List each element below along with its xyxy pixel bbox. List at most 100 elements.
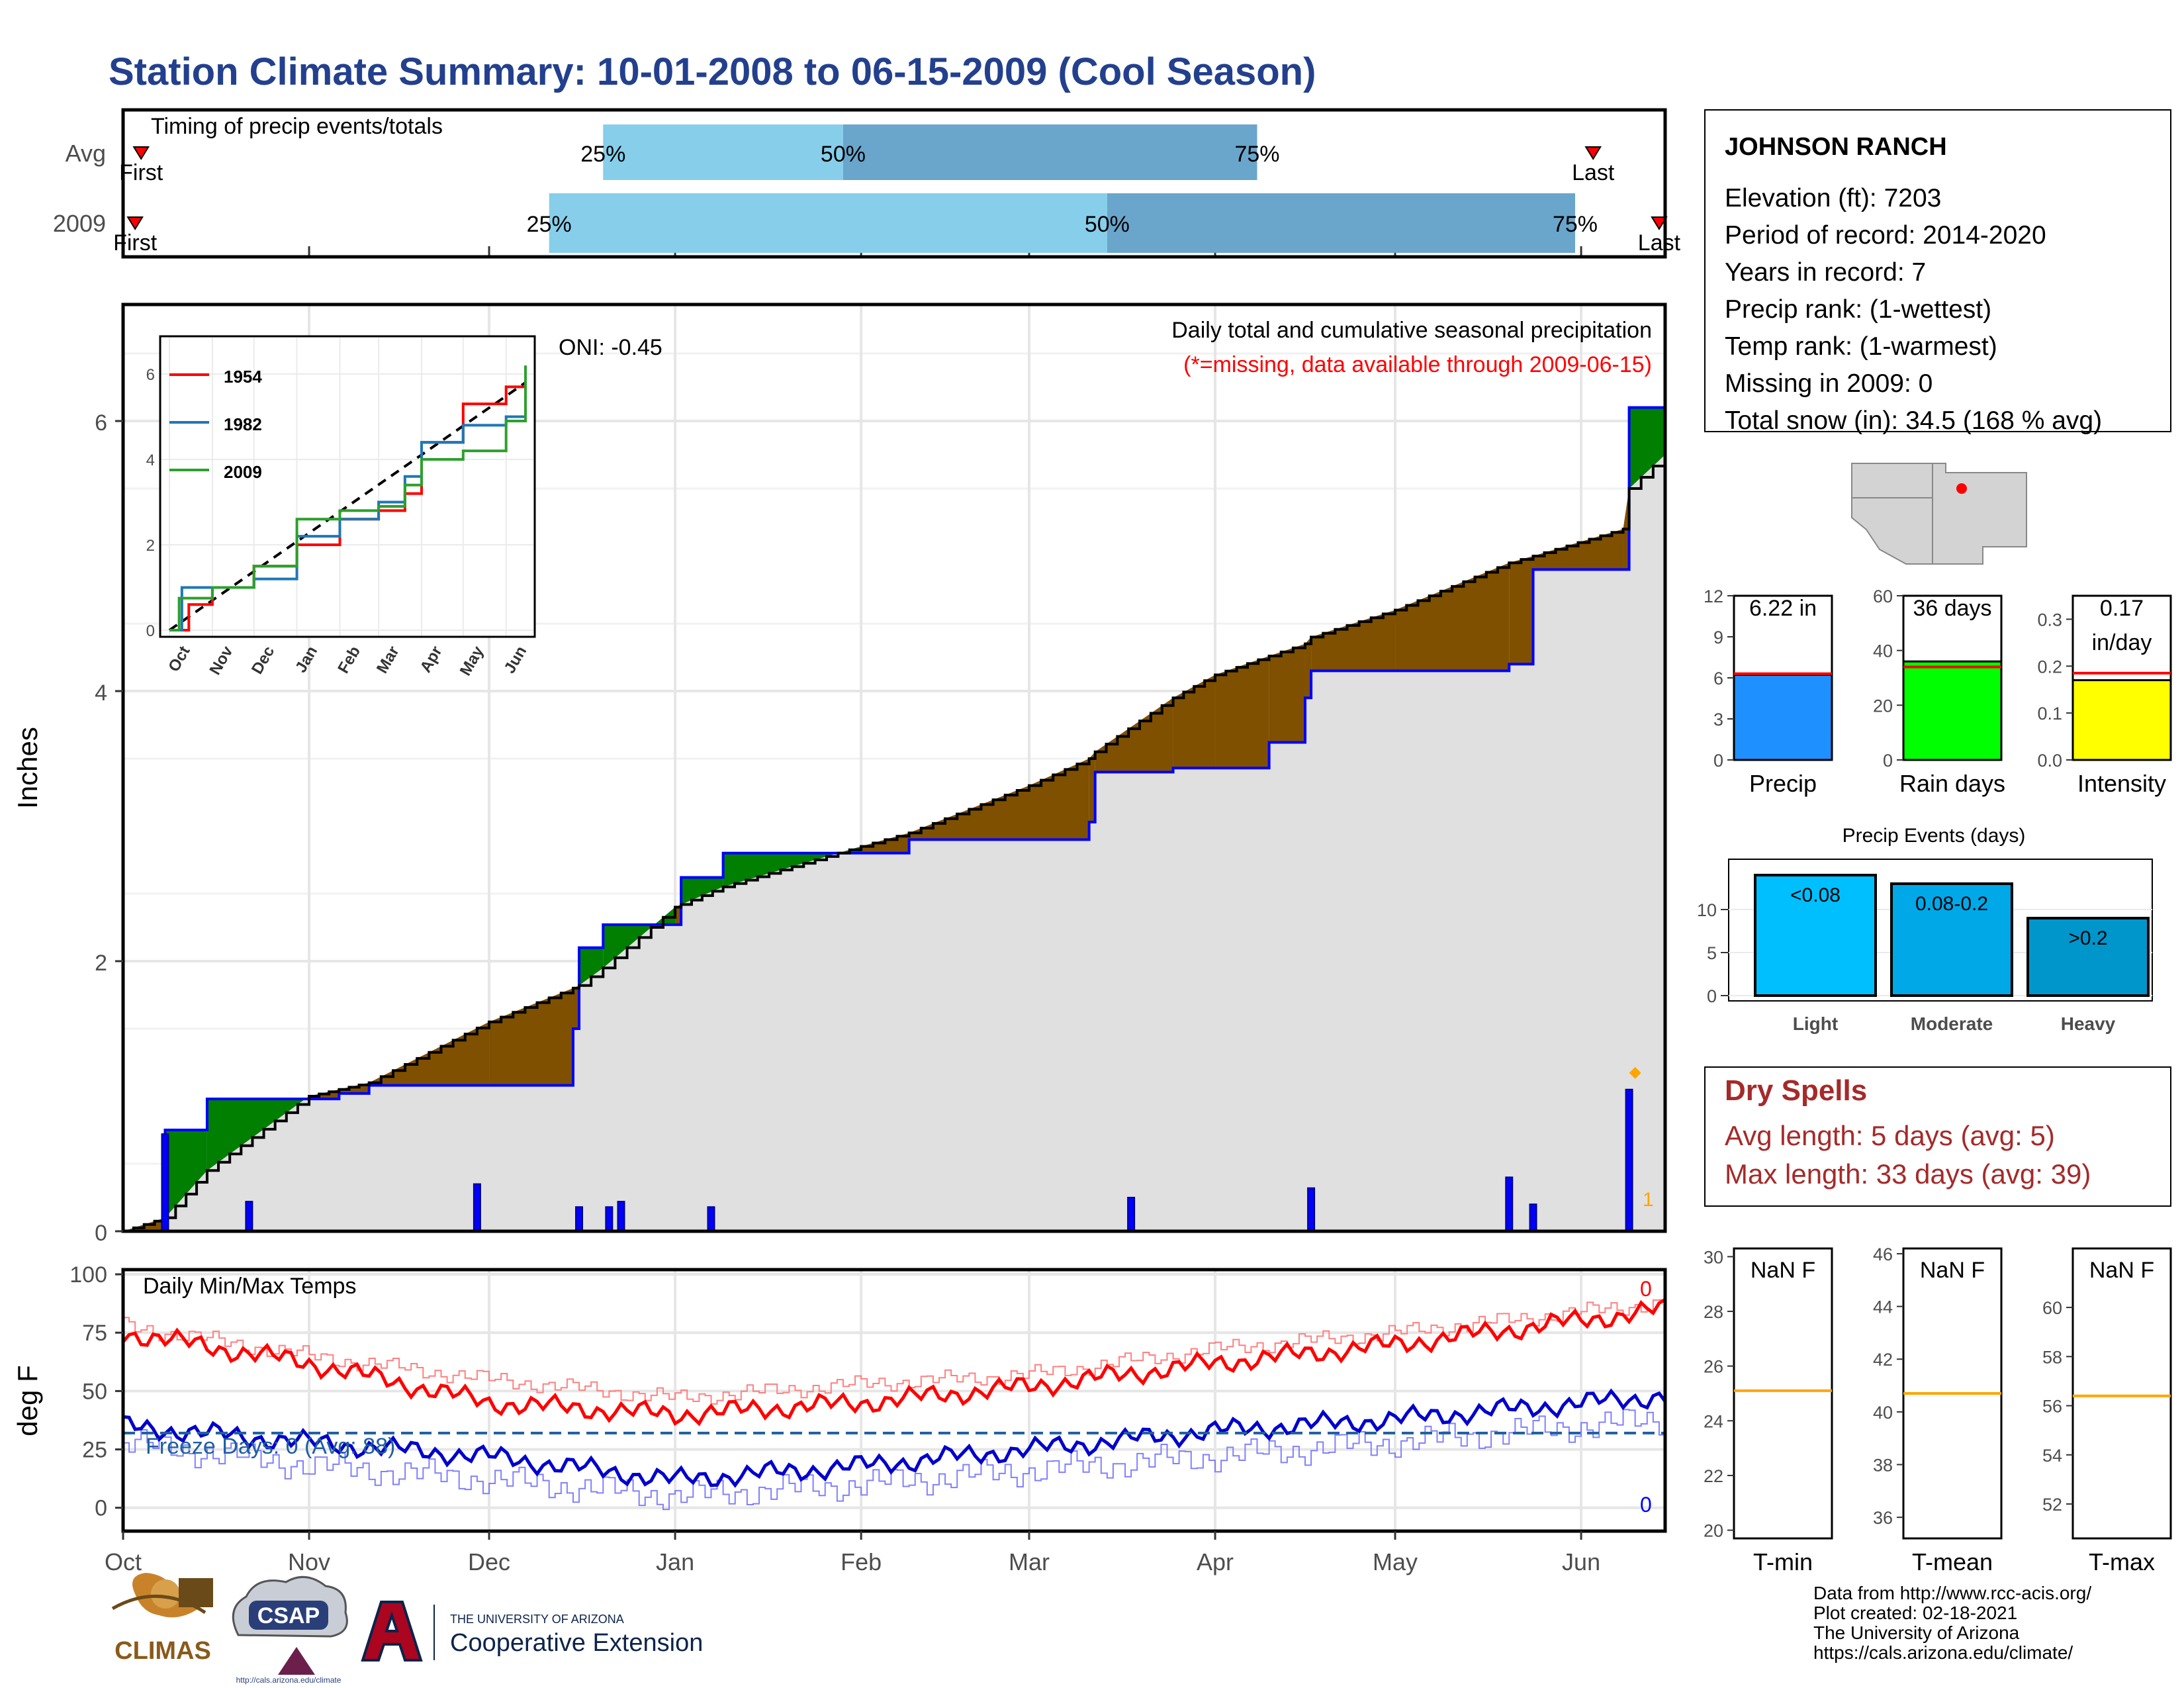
daily-precip-bar-11 (1625, 1088, 1633, 1231)
events-category-label: Light (1793, 1013, 1838, 1034)
csap-logo-badge (249, 1601, 328, 1630)
timing-marker-first (126, 216, 144, 230)
temp-box-value: NaN F (1920, 1258, 1985, 1283)
precip-y-tick-label-6: 6 (95, 410, 107, 436)
summary-tick-label: 60 (1873, 586, 1893, 606)
summary-tick-label: 6 (1713, 669, 1723, 688)
summary-tick-label: 3 (1713, 710, 1723, 729)
timing-bar-50-75-1 (1107, 193, 1576, 253)
timing-label-last: Last (1572, 160, 1615, 185)
timing-panel: 25% 50% 75% First Last 25% 50% 75% First Last Tim… (53, 108, 1681, 259)
temp-box-label: T-min (1753, 1548, 1813, 1575)
temp-y-tick-label-50: 50 (82, 1379, 107, 1404)
month-label-Nov: Nov (288, 1548, 330, 1575)
events-bar-label: >0.2 (2068, 927, 2107, 949)
station-temp-rank: Temp rank: (1-warmest) (1725, 332, 1997, 361)
inset-border (159, 335, 536, 638)
summary-tick-label: 0.3 (2037, 610, 2062, 630)
dry-spells-max: Max length: 33 days (avg: 39) (1725, 1158, 2091, 1190)
temp-y-tick-label-75: 75 (82, 1321, 107, 1346)
events-category-label: Heavy (2061, 1013, 2116, 1034)
precip-panel: 0 2 4 6 Inches ONI: -0.45 Daily total and c… (12, 303, 1667, 1246)
summary-tick-label: 0.1 (2037, 704, 2062, 724)
daily-precip-bar-10 (1529, 1203, 1537, 1231)
month-label-Mar: Mar (1009, 1548, 1050, 1575)
timing-bars: 25% 50% 75% First Last 25% 50% 75% First Last (113, 124, 1681, 256)
credit-line-2: Plot created: 02-18-2021 (1813, 1603, 2017, 1623)
ua-logo-big-text: Cooperative Extension (450, 1629, 703, 1657)
summary-bar-precip (1733, 673, 1833, 761)
min-count-label: 0 (1640, 1493, 1652, 1517)
daily-precip-bar-4 (605, 1206, 614, 1231)
timing-panel-label: Timing of precip events/totals (151, 114, 443, 139)
inset-y-label-2: 2 (146, 537, 155, 555)
summary-tick-label: 12 (1704, 586, 1723, 606)
summary-value-label: 36 days (1913, 596, 1991, 621)
dry-spells-avg: Avg length: 5 days (avg: 5) (1725, 1120, 2055, 1151)
legend-label-1982: 1982 (224, 414, 262, 434)
locator-map (1840, 458, 2029, 565)
temp-y-label: deg F (12, 1365, 43, 1436)
inset-line-2009 (169, 365, 527, 632)
dry-spells-frame (1704, 1066, 2171, 1207)
month-label-Oct: Oct (105, 1548, 142, 1575)
precip-y-tick-label-2: 2 (95, 951, 107, 976)
below-average-fill (1305, 637, 1312, 698)
timing-bar-25-50-1 (549, 193, 1107, 253)
station-name: JOHNSON RANCH (1725, 133, 1947, 161)
timing-frame (121, 108, 1667, 259)
temp-y-tick-label-0: 0 (95, 1496, 107, 1521)
csap-logo-url: http://cals.arizona.edu/climate (236, 1675, 341, 1685)
daily-precip-bar-3 (575, 1206, 584, 1231)
inset-grid (160, 336, 535, 637)
temp-box-tick-label: 56 (2042, 1397, 2062, 1417)
month-label-Dec: Dec (468, 1548, 510, 1575)
credit-line-1: Data from http://www.rcc-acis.org/ (1813, 1583, 2091, 1603)
freeze-days-label: Freeze Days: 0 (Avg: 88) (146, 1434, 395, 1459)
timing-marker-last (1584, 146, 1602, 160)
tmax-average-line (123, 1299, 1665, 1405)
events-y-label: 0 (1707, 986, 1717, 1006)
events-bar-heavy (2026, 917, 2150, 997)
legend-label-1954: 1954 (224, 367, 262, 387)
events-bar-light (1754, 874, 1877, 997)
summary-bar-rain-days (1902, 660, 2003, 761)
below-average-fill (675, 904, 682, 925)
above-average-fill (1629, 407, 1665, 489)
station-years: Years in record: 7 (1725, 258, 1926, 287)
inset-legend: 1954 1982 2009 (169, 367, 262, 482)
summary-tick-label: 0 (1713, 751, 1723, 771)
summary-tick-label: 20 (1873, 696, 1893, 716)
temp-grid (122, 1270, 1665, 1531)
dry-spells-box: Dry Spells Avg length: 5 days (avg: 5) M… (1704, 1066, 2171, 1207)
station-missing: Missing in 2009: 0 (1725, 369, 1933, 398)
below-average-fill (1215, 655, 1269, 769)
temp-box-tick-label: 40 (1873, 1403, 1893, 1423)
below-average-fill (1509, 556, 1533, 665)
temp-box-value: NaN F (2089, 1258, 2154, 1283)
precip-y-tick-label-4: 4 (95, 680, 107, 706)
above-average-fill (206, 1096, 310, 1171)
climas-logo: CLIMAS (111, 1573, 213, 1665)
credit-line-4: https://cals.arizona.edu/climate/ (1813, 1642, 2073, 1663)
timing-bar-25-50-0 (603, 124, 843, 180)
csap-logo-mountain (278, 1647, 315, 1675)
events-title: Precip Events (days) (1843, 825, 2026, 847)
oni-label: ONI: -0.45 (559, 335, 662, 360)
daily-precip-bar-1 (245, 1201, 253, 1231)
summary-value-label-2: in/day (2092, 630, 2152, 655)
snow-marker-label: 1 (1643, 1189, 1654, 1211)
temp-box-label: T-max (2089, 1548, 2155, 1575)
below-average-fill (1089, 751, 1095, 822)
daily-precip-bar-9 (1505, 1176, 1514, 1231)
inset-average-line (168, 381, 527, 632)
summary-category-label: Precip (1749, 770, 1817, 797)
timing-row-label-2009: 2009 (53, 210, 106, 237)
temp-box-value: NaN F (1751, 1258, 1815, 1283)
month-label-Jan: Jan (656, 1548, 694, 1575)
snow-marker (1629, 1066, 1641, 1079)
temp-box-tick-label: 38 (1873, 1456, 1893, 1476)
temp-box-tick-label: 46 (1873, 1244, 1893, 1264)
tmin-2009-line (123, 1388, 1665, 1488)
